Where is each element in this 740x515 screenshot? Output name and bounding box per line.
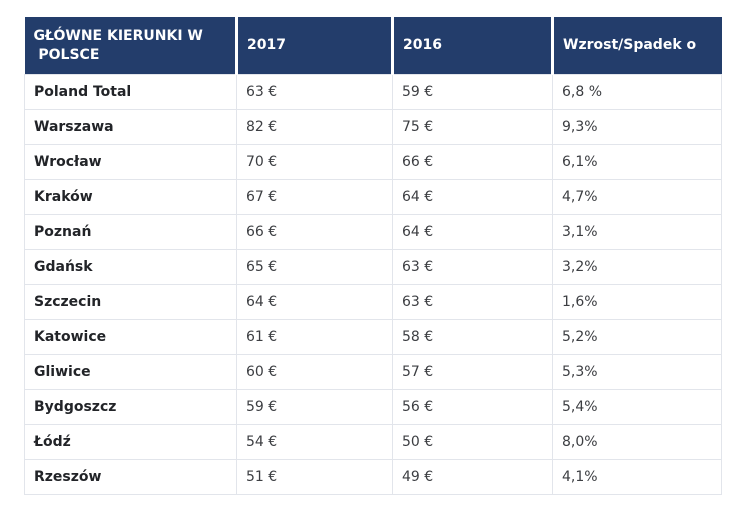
cell-destination: Gliwice [24, 354, 237, 390]
cell-destination: Wrocław [24, 144, 237, 180]
cell-change: 5,4% [552, 389, 722, 425]
cell-2017: 66 € [236, 214, 393, 250]
cell-change: 4,1% [552, 459, 722, 495]
table-row: Poznań 66 € 64 € 3,1% [24, 214, 722, 250]
table-row: Kraków 67 € 64 € 4,7% [24, 179, 722, 215]
cell-2016: 56 € [392, 389, 553, 425]
table-row: Gliwice 60 € 57 € 5,3% [24, 354, 722, 390]
table-row: Wrocław 70 € 66 € 6,1% [24, 144, 722, 180]
cell-destination: Szczecin [24, 284, 237, 320]
cell-destination: Kraków [24, 179, 237, 215]
cell-2016: 57 € [392, 354, 553, 390]
table-row: Bydgoszcz 59 € 56 € 5,4% [24, 389, 722, 425]
column-header-destination: GŁÓWNE KIERUNKI W POLSCE [24, 17, 238, 75]
cell-2016: 59 € [392, 74, 553, 110]
cell-2016: 63 € [392, 284, 553, 320]
cell-2017: 65 € [236, 249, 393, 285]
column-header-2016: 2016 [392, 17, 554, 75]
cell-2017: 63 € [236, 74, 393, 110]
cell-destination: Katowice [24, 319, 237, 355]
cell-2017: 64 € [236, 284, 393, 320]
cell-2017: 60 € [236, 354, 393, 390]
cell-2016: 75 € [392, 109, 553, 145]
cell-destination: Gdańsk [24, 249, 237, 285]
column-header-change: Wzrost/Spadek o [552, 17, 722, 75]
table-row: Łódź 54 € 50 € 8,0% [24, 424, 722, 460]
cell-2017: 54 € [236, 424, 393, 460]
cell-change: 6,8 % [552, 74, 722, 110]
cell-2016: 64 € [392, 179, 553, 215]
cell-destination: Warszawa [24, 109, 237, 145]
cell-change: 5,2% [552, 319, 722, 355]
cell-2017: 82 € [236, 109, 393, 145]
cell-2016: 64 € [392, 214, 553, 250]
table-row: Gdańsk 65 € 63 € 3,2% [24, 249, 722, 285]
cell-change: 6,1% [552, 144, 722, 180]
cell-destination: Poznań [24, 214, 237, 250]
table-row: Rzeszów 51 € 49 € 4,1% [24, 459, 722, 495]
cell-change: 3,1% [552, 214, 722, 250]
cell-2017: 70 € [236, 144, 393, 180]
cell-2017: 51 € [236, 459, 393, 495]
cell-2016: 58 € [392, 319, 553, 355]
cell-2016: 50 € [392, 424, 553, 460]
cell-2017: 59 € [236, 389, 393, 425]
cell-destination: Bydgoszcz [24, 389, 237, 425]
table-row: Warszawa 82 € 75 € 9,3% [24, 109, 722, 145]
cell-destination: Rzeszów [24, 459, 237, 495]
cell-change: 9,3% [552, 109, 722, 145]
cell-2016: 49 € [392, 459, 553, 495]
cell-change: 4,7% [552, 179, 722, 215]
cell-change: 8,0% [552, 424, 722, 460]
cell-destination: Poland Total [24, 74, 237, 110]
destinations-price-table: GŁÓWNE KIERUNKI W POLSCE 2017 2016 Wzros… [24, 17, 722, 495]
cell-2016: 66 € [392, 144, 553, 180]
cell-change: 3,2% [552, 249, 722, 285]
cell-change: 1,6% [552, 284, 722, 320]
header-row: GŁÓWNE KIERUNKI W POLSCE 2017 2016 Wzros… [24, 17, 722, 75]
table-row: Poland Total 63 € 59 € 6,8 % [24, 74, 722, 110]
cell-2017: 67 € [236, 179, 393, 215]
column-header-2017: 2017 [236, 17, 394, 75]
cell-change: 5,3% [552, 354, 722, 390]
table-row: Katowice 61 € 58 € 5,2% [24, 319, 722, 355]
cell-2017: 61 € [236, 319, 393, 355]
cell-2016: 63 € [392, 249, 553, 285]
cell-destination: Łódź [24, 424, 237, 460]
table-row: Szczecin 64 € 63 € 1,6% [24, 284, 722, 320]
